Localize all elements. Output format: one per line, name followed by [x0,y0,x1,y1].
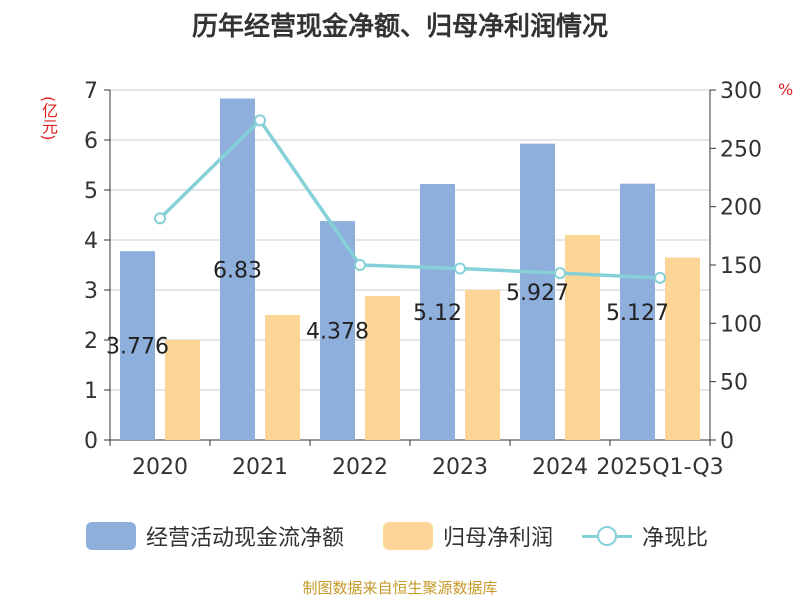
legend-item-cashflow[interactable]: 经营活动现金流净额 [86,516,344,556]
ratio-line [158,117,661,280]
right-axis-label: % [778,80,794,99]
ratio-point [154,212,166,225]
left-tick-label: 5 [84,179,98,204]
x-tick-label: 2020 [132,455,188,480]
bar-netprofit [665,257,700,440]
left-tick-label: 7 [84,79,98,104]
bar-cashflow [520,143,555,440]
x-tick-label: 2024 [532,455,588,480]
left-tick-label: 2 [84,329,98,354]
data-label-cashflow: 5.12 [413,301,462,326]
legend-item-netprofit[interactable]: 归母净利润 [383,516,553,556]
bar-cashflow [620,183,655,440]
right-tick-label: 150 [720,254,762,279]
x-tick-label: 2025Q1-Q3 [596,455,723,480]
ratio-point [354,259,366,271]
left-tick-label: 0 [84,429,98,454]
legend-swatch-cashflow [86,522,136,550]
legend-swatch-ratio [582,522,632,550]
bar-cashflow [420,184,455,440]
ratio-point [554,267,566,280]
legend-swatch-netprofit [383,522,433,550]
data-label-cashflow: 5.127 [606,301,669,326]
bar-netprofit [365,296,400,440]
right-tick-label: 50 [720,371,748,396]
data-label-cashflow: 6.83 [213,258,262,283]
left-axis-label: (亿元) [39,96,58,141]
legend-label-cashflow: 经营活动现金流净额 [146,526,345,551]
x-tick-label: 2021 [232,455,288,480]
data-label-cashflow: 3.776 [106,335,169,360]
data-source: 制图数据来自恒生聚源数据库 [302,579,498,597]
ratio-point [654,271,666,284]
right-tick-label: 0 [720,429,734,454]
left-tick-label: 6 [84,129,98,154]
bar-cashflow [320,221,355,440]
right-tick-label: 200 [720,196,762,221]
x-tick-label: 2023 [432,455,488,480]
left-tick-label: 3 [84,279,98,304]
right-tick-label: 100 [720,312,762,337]
right-tick-label: 300 [720,79,762,104]
legend-label-netprofit: 归母净利润 [443,526,554,551]
bar-cashflow [120,251,155,440]
data-label-cashflow: 4.378 [306,320,369,345]
bar-netprofit [265,315,300,440]
legend-item-ratio[interactable]: 净现比 [582,516,708,556]
bar-netprofit [465,290,500,440]
bar-netprofit [165,340,200,440]
ratio-point [254,114,266,127]
right-tick-label: 250 [720,137,762,162]
x-tick-label: 2022 [332,455,388,480]
data-label-cashflow: 5.927 [506,281,569,306]
bar-netprofit [565,235,600,440]
legend-label-ratio: 净现比 [642,526,709,551]
left-tick-label: 4 [84,229,98,254]
legend: 经营活动现金流净额 归母净利润 净现比 [0,516,800,556]
ratio-point [454,262,466,275]
left-tick-label: 1 [84,379,98,404]
chart-title: 历年经营现金净额、归母净利润情况 [191,12,608,42]
